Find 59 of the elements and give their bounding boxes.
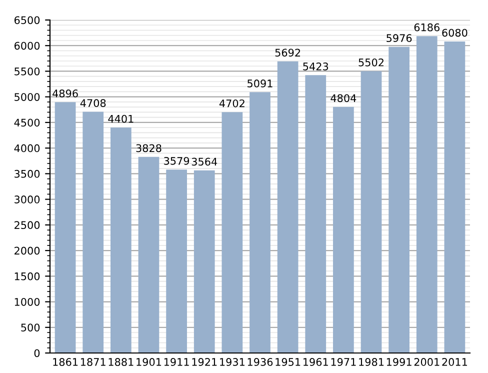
bar xyxy=(333,106,354,353)
bar xyxy=(54,102,76,353)
bar xyxy=(110,128,132,353)
y-tick-label: 3500 xyxy=(14,170,40,178)
data-label: 4401 xyxy=(108,114,134,123)
data-label: 6186 xyxy=(414,23,440,32)
y-tick-label: 2000 xyxy=(14,246,40,255)
bar xyxy=(250,92,270,353)
data-label: 5091 xyxy=(248,80,272,88)
y-tick-label: 5000 xyxy=(14,93,40,101)
data-label: 5423 xyxy=(303,62,328,70)
x-tick-label: 1961 xyxy=(304,358,328,366)
bar xyxy=(138,156,160,353)
bar xyxy=(360,71,382,353)
bar xyxy=(305,75,326,353)
bar xyxy=(82,112,104,353)
data-label: 5976 xyxy=(386,34,412,42)
y-tick-label: 4000 xyxy=(14,144,40,152)
x-tick-label: 1971 xyxy=(331,358,356,366)
x-tick-label: 1931 xyxy=(220,358,244,366)
x-tick-label: 1871 xyxy=(81,358,106,366)
y-tick-label: 2500 xyxy=(14,221,40,230)
x-tick-label: 1881 xyxy=(108,358,134,366)
y-tick-label: 4500 xyxy=(14,118,40,127)
x-tick-label: 1921 xyxy=(192,358,217,366)
bar xyxy=(444,42,466,353)
data-label: 3828 xyxy=(136,144,162,152)
bar xyxy=(222,112,243,353)
data-label: 4702 xyxy=(219,99,244,108)
y-tick-label: 6500 xyxy=(14,16,40,24)
x-tick-label: 2001 xyxy=(414,358,440,366)
data-label: 5692 xyxy=(275,48,300,57)
data-label: 4708 xyxy=(80,99,106,108)
y-tick-label: 6000 xyxy=(14,42,40,50)
data-label: 3579 xyxy=(164,156,190,165)
y-tick-label: 3000 xyxy=(14,196,40,204)
bar xyxy=(416,36,438,353)
data-label: 4896 xyxy=(52,90,78,98)
x-tick-label: 1951 xyxy=(276,358,300,366)
data-label: 3564 xyxy=(192,158,218,166)
y-tick-label: 1500 xyxy=(14,272,40,280)
data-label: 6080 xyxy=(442,28,468,37)
y-tick-label: 5500 xyxy=(14,67,40,76)
bar xyxy=(388,46,410,353)
data-label: 5502 xyxy=(358,58,384,66)
x-tick-label: 2011 xyxy=(442,358,467,366)
y-tick-label: 500 xyxy=(21,324,40,332)
bar xyxy=(277,61,298,353)
bar xyxy=(166,170,187,353)
x-tick-label: 1901 xyxy=(136,358,162,366)
y-tick-label: 0 xyxy=(34,349,40,358)
data-label: 4804 xyxy=(330,94,356,102)
x-tick-label: 1936 xyxy=(248,358,273,366)
x-tick-label: 1981 xyxy=(359,358,384,366)
bar xyxy=(194,170,215,353)
x-tick-label: 1991 xyxy=(386,358,412,366)
y-tick-label: 1000 xyxy=(14,298,40,306)
x-tick-label: 1911 xyxy=(164,358,189,366)
x-tick-label: 1861 xyxy=(53,358,78,366)
